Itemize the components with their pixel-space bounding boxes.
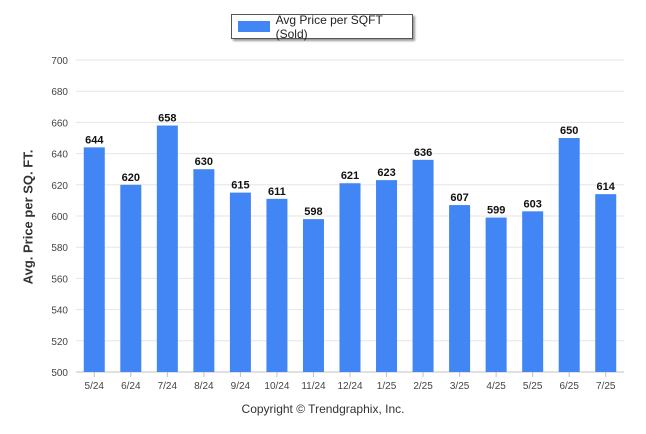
x-tick-label: 4/25	[486, 381, 506, 392]
data-label: 607	[450, 192, 468, 204]
x-tick-label: 10/24	[264, 381, 289, 392]
data-label: 658	[158, 113, 176, 125]
x-tick-label: 12/24	[337, 381, 362, 392]
x-tick-label: 11/24	[301, 381, 326, 392]
x-tick-label: 8/24	[194, 381, 214, 392]
y-tick-label: 560	[51, 274, 68, 285]
y-tick-label: 700	[51, 56, 68, 67]
y-tick-label: 680	[51, 87, 68, 98]
bar	[412, 159, 434, 372]
bar	[120, 184, 142, 372]
bar	[449, 205, 471, 372]
y-tick-label: 540	[51, 306, 68, 317]
bar	[229, 192, 251, 372]
x-tick-label: 1/25	[377, 381, 397, 392]
y-tick-label: 500	[51, 368, 68, 379]
data-label: 598	[304, 206, 322, 218]
legend-label: Avg Price per SQFT (Sold)	[275, 12, 383, 41]
legend-swatch	[238, 21, 270, 32]
data-label: 599	[487, 205, 505, 217]
data-label: 636	[414, 147, 432, 159]
bar	[266, 198, 288, 372]
y-tick-label: 620	[51, 181, 68, 192]
x-tick-label: 6/24	[121, 381, 141, 392]
data-label: 621	[341, 170, 359, 182]
x-tick-label: 5/25	[523, 381, 543, 392]
x-tick-label: 9/24	[231, 381, 251, 392]
data-label: 615	[231, 180, 249, 192]
data-label: 650	[560, 125, 578, 137]
y-tick-label: 600	[51, 212, 68, 223]
bar	[522, 211, 544, 372]
y-tick-label: 640	[51, 150, 68, 161]
data-label: 644	[85, 134, 104, 146]
x-tick-label: 2/25	[413, 381, 433, 392]
bar	[156, 125, 178, 373]
bar	[193, 169, 215, 372]
x-tick-label: 5/24	[85, 381, 105, 392]
x-tick-label: 7/25	[596, 381, 616, 392]
data-label: 603	[523, 198, 541, 210]
data-label: 614	[597, 181, 616, 193]
bar	[83, 147, 105, 372]
bar	[376, 180, 398, 372]
copyright: Copyright © Trendgraphix, Inc.	[241, 402, 405, 416]
y-tick-label: 580	[51, 243, 68, 254]
data-label: 611	[268, 186, 286, 198]
legend: Avg Price per SQFT (Sold)	[231, 12, 413, 41]
data-label: 623	[377, 167, 395, 179]
y-tick-label: 520	[51, 337, 68, 348]
x-tick-label: 7/24	[158, 381, 178, 392]
data-label: 630	[195, 156, 213, 168]
bar	[485, 217, 507, 372]
data-label: 620	[122, 172, 140, 184]
bar	[558, 138, 580, 372]
bar	[302, 219, 324, 372]
y-tick-label: 660	[51, 118, 68, 129]
bar	[339, 183, 361, 372]
x-tick-label: 3/25	[450, 381, 470, 392]
x-tick-label: 6/25	[559, 381, 579, 392]
bar	[595, 194, 617, 372]
